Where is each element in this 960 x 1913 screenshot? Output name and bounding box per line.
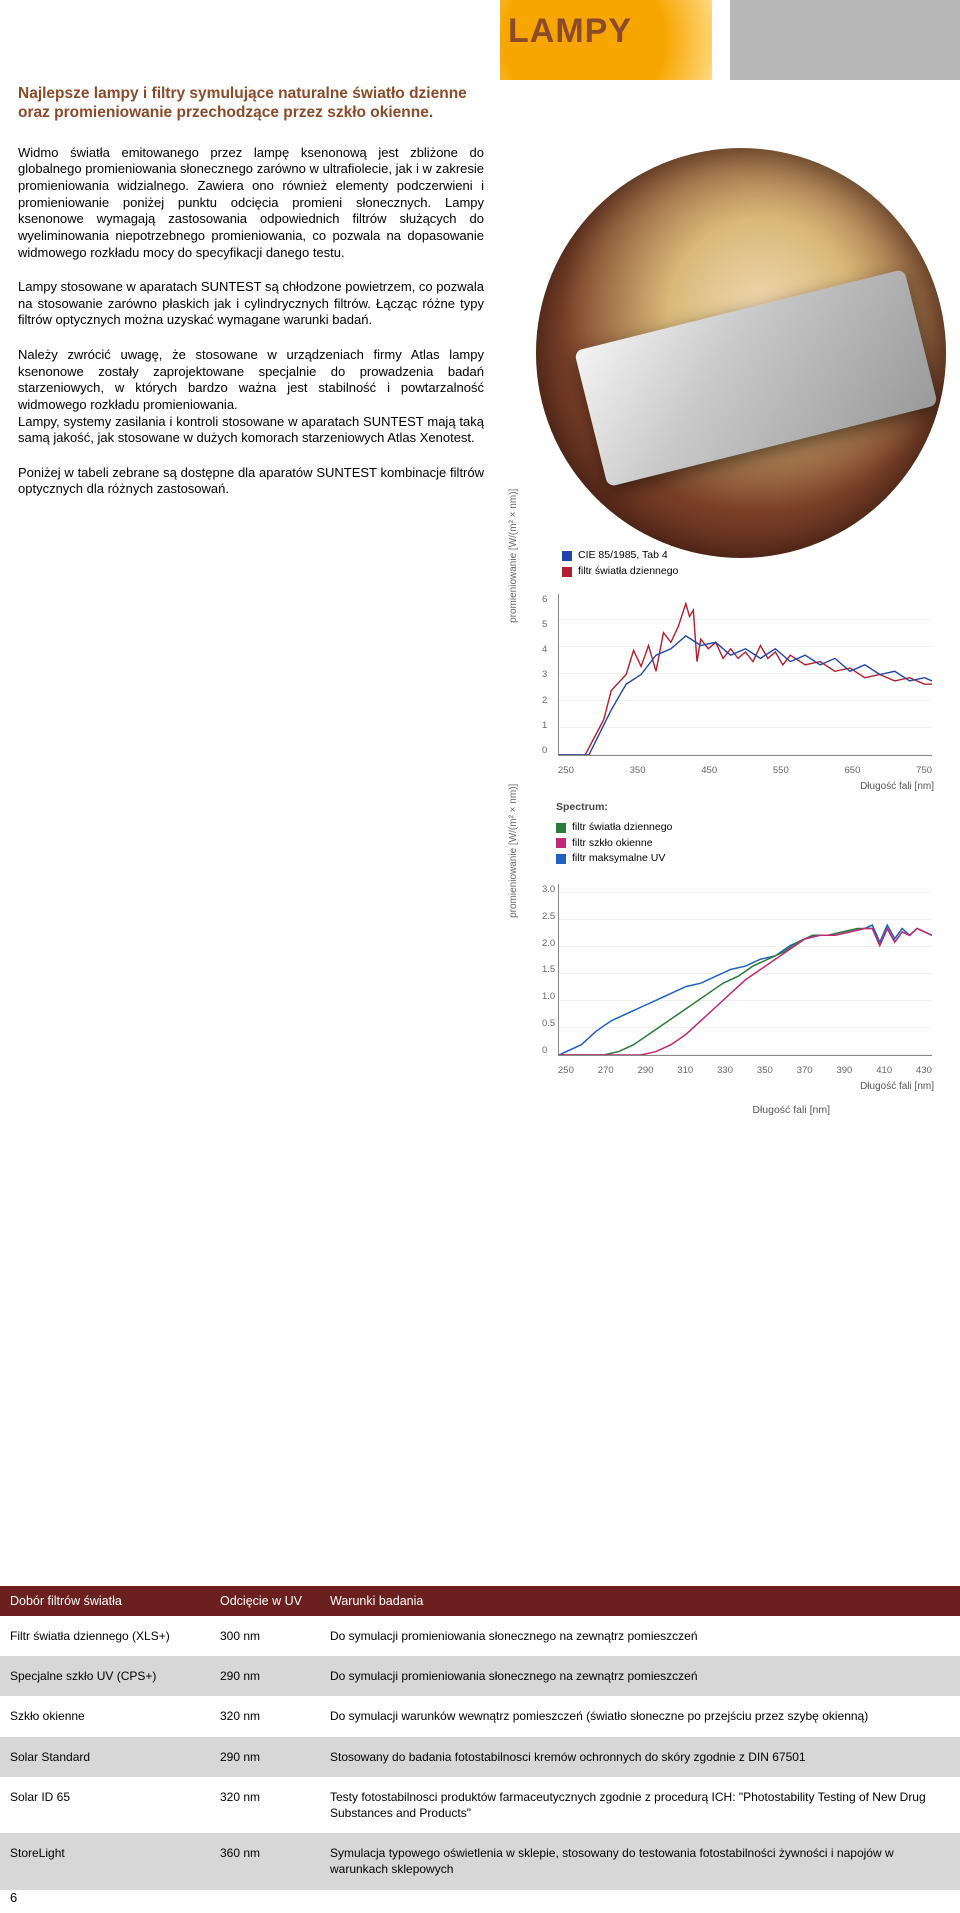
legend-label: filtr maksymalne UV <box>572 851 665 867</box>
table-header-cell: Dobór filtrów światła <box>0 1586 210 1616</box>
table-header-cell: Warunki badania <box>320 1586 960 1616</box>
chart2-legend-item: filtr światła dziennego <box>556 820 672 836</box>
table-cell: Symulacja typowego oświetlenia w sklepie… <box>320 1833 960 1889</box>
lamp-photo-device <box>574 269 938 487</box>
table-row: StoreLight360 nmSymulacja typowego oświe… <box>0 1833 960 1889</box>
table-cell: Testy fotostabilnosci produktów farmaceu… <box>320 1777 960 1833</box>
chart1-plot <box>558 594 932 756</box>
table-row: Specjalne szkło UV (CPS+)290 nmDo symula… <box>0 1656 960 1696</box>
table-header-cell: Odcięcie w UV <box>210 1586 320 1616</box>
table-row: Filtr światła dziennego (XLS+)300 nmDo s… <box>0 1616 960 1656</box>
legend-label: filtr światła dziennego <box>578 564 678 580</box>
page-number: 6 <box>0 1890 960 1913</box>
chart2-plot <box>558 884 932 1056</box>
table-cell: 320 nm <box>210 1777 320 1833</box>
table-cell: 320 nm <box>210 1696 320 1736</box>
figure-column: CIE 85/1985, Tab 4 filtr światła dzienne… <box>498 60 960 516</box>
lamp-photo <box>536 148 946 558</box>
table-cell: Do symulacji warunków wewnątrz pomieszcz… <box>320 1696 960 1736</box>
table-cell: Filtr światła dziennego (XLS+) <box>0 1616 210 1656</box>
legend-label: filtr szkło okienne <box>572 836 653 852</box>
chart2: promieniowanie [W/(m² × nm)] 00.51.01.52… <box>514 880 944 1090</box>
table-cell: Solar ID 65 <box>0 1777 210 1833</box>
table-row: Solar Standard290 nmStosowany do badania… <box>0 1737 960 1777</box>
legend-swatch <box>556 854 566 864</box>
chart1-ylabel: promieniowanie [W/(m² × nm)] <box>508 489 519 623</box>
chart2-legend-item: filtr szkło okienne <box>556 836 672 852</box>
table-row: Szkło okienne320 nmDo symulacji warunków… <box>0 1696 960 1736</box>
chart1-legend-item: CIE 85/1985, Tab 4 <box>562 548 678 564</box>
paragraph-4: Poniżej w tabeli zebrane są dostępne dla… <box>18 465 484 498</box>
legend-label: filtr światła dziennego <box>572 820 672 836</box>
table-cell: Solar Standard <box>0 1737 210 1777</box>
legend-swatch <box>562 567 572 577</box>
chart1-yticks: 0123456 <box>542 594 547 756</box>
table-cell: 290 nm <box>210 1737 320 1777</box>
chart1-xticks: 250350450550650750 <box>558 765 932 776</box>
legend-swatch <box>556 838 566 848</box>
chart1-svg <box>559 594 932 755</box>
chart2-legend-item: filtr maksymalne UV <box>556 851 672 867</box>
chart1: promieniowanie [W/(m² × nm)] 0123456 250… <box>514 590 944 790</box>
chart2-legend-title: Spectrum: <box>556 800 672 816</box>
table-cell: 360 nm <box>210 1833 320 1889</box>
chart1-xlabel: Długość fali [nm] <box>860 781 934 792</box>
chart2-xlabel: Długość fali [nm] <box>860 1081 934 1092</box>
table-cell: Do symulacji promieniowania słonecznego … <box>320 1616 960 1656</box>
table-cell: 290 nm <box>210 1656 320 1696</box>
intro-heading: Najlepsze lampy i filtry symulujące natu… <box>18 84 484 123</box>
legend-swatch <box>562 551 572 561</box>
chart1-legend-item: filtr światła dziennego <box>562 564 678 580</box>
paragraph-1: Widmo światła emitowanego przez lampę ks… <box>18 145 484 261</box>
chart2-xticks: 250270290310330350370390410430 <box>558 1065 932 1076</box>
paragraph-2: Lampy stosowane w aparatach SUNTEST są c… <box>18 279 484 329</box>
filter-table: Dobór filtrów światła Odcięcie w UV Waru… <box>0 1586 960 1890</box>
text-column: Najlepsze lampy i filtry symulujące natu… <box>0 60 498 516</box>
legend-swatch <box>556 823 566 833</box>
chart2-yticks: 00.51.01.52.02.53.0 <box>542 884 555 1056</box>
table-cell: Do symulacji promieniowania słonecznego … <box>320 1656 960 1696</box>
table-row: Solar ID 65320 nmTesty fotostabilnosci p… <box>0 1777 960 1833</box>
table-cell: Specjalne szkło UV (CPS+) <box>0 1656 210 1696</box>
chart2-svg <box>559 884 932 1055</box>
filter-table-section: Dobór filtrów światła Odcięcie w UV Waru… <box>0 1586 960 1913</box>
page-title: LAMPY <box>508 12 632 51</box>
table-cell: StoreLight <box>0 1833 210 1889</box>
table-cell: Stosowany do badania fotostabilnosci kre… <box>320 1737 960 1777</box>
chart2-ylabel: promieniowanie [W/(m² × nm)] <box>508 784 519 918</box>
table-cell: 300 nm <box>210 1616 320 1656</box>
bottom-xlabel: Długość fali [nm] <box>752 1104 830 1116</box>
table-header-row: Dobór filtrów światła Odcięcie w UV Waru… <box>0 1586 960 1616</box>
paragraph-3: Należy zwrócić uwagę, że stosowane w urz… <box>18 347 484 447</box>
table-cell: Szkło okienne <box>0 1696 210 1736</box>
chart2-legend: Spectrum: filtr światła dziennego filtr … <box>556 800 672 867</box>
chart1-legend: CIE 85/1985, Tab 4 filtr światła dzienne… <box>562 548 678 580</box>
legend-label: CIE 85/1985, Tab 4 <box>578 548 668 564</box>
